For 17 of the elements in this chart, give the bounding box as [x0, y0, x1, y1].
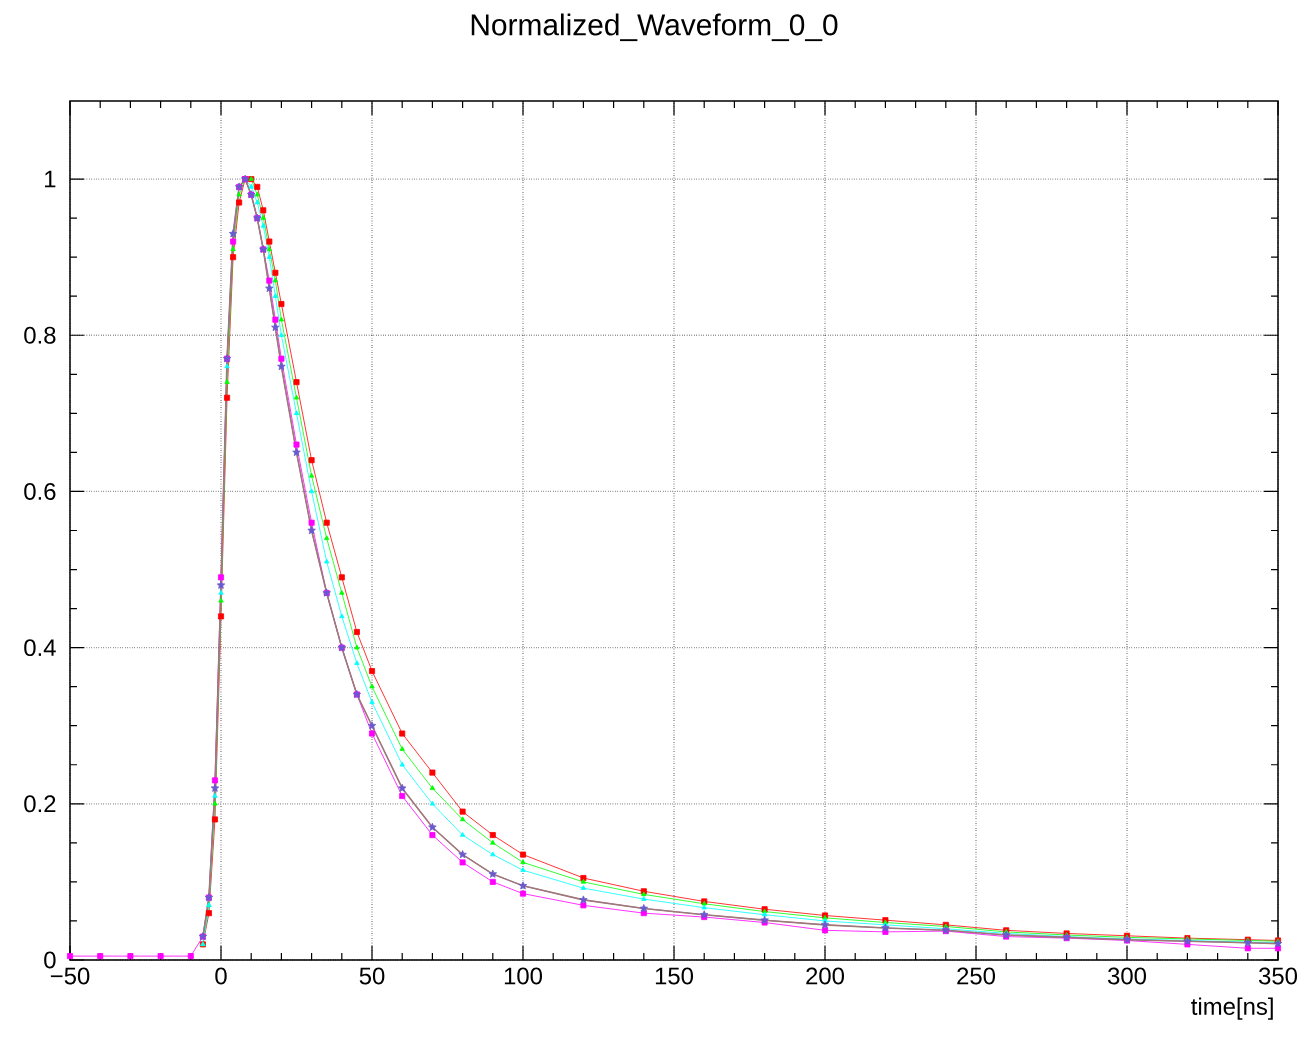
chart-title: Normalized_Waveform_0_0 — [471, 13, 838, 42]
y-tick-label: 0.8 — [24, 326, 56, 344]
x-tick-label: 150 — [655, 967, 694, 985]
x-tick-label: 0 — [215, 967, 227, 985]
x-tick-label: 300 — [1107, 967, 1147, 985]
y-tick-label: 0.4 — [24, 639, 56, 657]
y-tick-label: 0 — [44, 951, 56, 969]
x-axis-title: time[ns] — [1191, 997, 1273, 1020]
y-tick-label: 0.2 — [24, 795, 56, 813]
x-tick-label: 50 — [359, 967, 385, 985]
x-tick-label: −50 — [50, 967, 90, 985]
y-tick-label: 1 — [45, 170, 56, 188]
y-tick-label: 0.6 — [24, 482, 56, 500]
x-tick-label: 100 — [504, 967, 543, 985]
x-tick-label: 200 — [806, 967, 845, 985]
x-tick-label: 250 — [957, 967, 996, 985]
x-tick-label: 350 — [1258, 967, 1298, 985]
